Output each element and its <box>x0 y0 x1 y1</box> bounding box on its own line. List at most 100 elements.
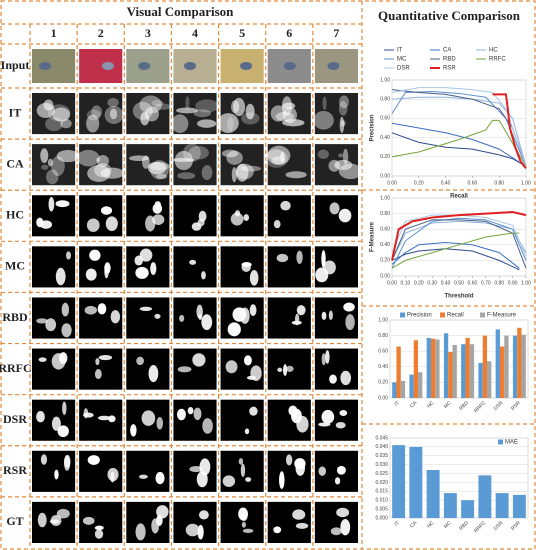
image-detail <box>240 62 253 70</box>
saliency-map <box>126 450 170 492</box>
bar <box>430 338 436 398</box>
salient-region <box>338 163 363 180</box>
x-tick-label: RSR <box>510 520 522 532</box>
salient-region <box>291 408 302 424</box>
salient-region <box>110 471 115 483</box>
saliency-map <box>314 450 358 492</box>
map-background <box>126 450 170 492</box>
salient-region <box>82 516 95 525</box>
salient-region <box>280 200 291 211</box>
salient-region <box>318 466 327 476</box>
salient-region <box>322 96 327 111</box>
x-tick-label: 0.80 <box>494 180 504 186</box>
row-label: RRFC <box>0 361 32 375</box>
y-tick-label: 0.40 <box>378 364 388 370</box>
saliency-map <box>173 399 217 441</box>
salient-region <box>329 374 337 384</box>
salient-region <box>193 109 212 118</box>
map-background <box>267 195 311 237</box>
saliency-map <box>220 246 264 288</box>
y-tick-label: 0.60 <box>378 349 388 355</box>
legend-swatch <box>480 312 485 318</box>
y-tick-label: 0.80 <box>380 97 390 103</box>
salient-region <box>139 248 153 262</box>
saliency-map <box>126 297 170 339</box>
x-axis-label: Threshold <box>444 294 473 300</box>
salient-region <box>185 96 190 111</box>
salient-region <box>295 522 309 529</box>
salient-region <box>280 151 285 163</box>
salient-region <box>201 314 213 331</box>
bar <box>461 500 475 518</box>
row-label: IT <box>9 105 22 119</box>
salient-region <box>61 302 70 317</box>
salient-region <box>138 474 148 479</box>
salient-region <box>36 318 48 324</box>
y-tick-label: 0.00 <box>378 395 388 401</box>
saliency-map <box>314 297 358 339</box>
salient-region <box>339 410 348 416</box>
map-background <box>79 399 123 441</box>
salient-region <box>135 523 146 541</box>
y-tick-label: 0.005 <box>375 506 388 512</box>
saliency-map <box>314 49 358 83</box>
y-tick-label: 0.20 <box>378 380 388 386</box>
salient-region <box>328 310 333 321</box>
row-label: Input <box>1 58 30 72</box>
salient-region <box>45 116 63 132</box>
salient-region <box>241 521 246 528</box>
salient-region <box>61 323 72 338</box>
salient-region <box>318 422 331 427</box>
saliency-map <box>79 297 123 339</box>
salient-region <box>343 302 355 312</box>
salient-region <box>87 455 100 465</box>
salient-region <box>52 107 71 122</box>
map-background <box>267 501 311 543</box>
y-tick-label: 0.030 <box>375 462 388 468</box>
saliency-map <box>126 195 170 237</box>
bar <box>499 346 505 398</box>
salient-region <box>94 525 104 531</box>
salient-region <box>89 249 101 261</box>
saliency-map <box>267 399 311 441</box>
salient-region <box>245 477 252 482</box>
saliency-map <box>220 501 264 543</box>
y-tick-label: 0.00 <box>380 273 390 279</box>
legend-swatch <box>440 312 445 318</box>
bar <box>413 340 419 398</box>
saliency-map <box>173 501 217 543</box>
salient-region <box>140 111 150 126</box>
salient-region <box>130 424 137 437</box>
saliency-map <box>126 93 172 135</box>
salient-region <box>271 156 286 165</box>
bar <box>392 445 406 518</box>
y-tick-label: 0.010 <box>375 498 388 504</box>
curve <box>391 211 527 261</box>
saliency-map <box>79 348 123 390</box>
y-tick-label: 0.015 <box>375 489 388 495</box>
salient-region <box>139 95 162 114</box>
saliency-map <box>265 144 311 186</box>
x-tick-label: 0.50 <box>454 280 464 286</box>
column-header: 6 <box>286 26 292 40</box>
x-tick-label: 0.70 <box>481 280 491 286</box>
salient-region <box>273 220 281 229</box>
saliency-map <box>126 49 170 83</box>
salient-region <box>36 411 45 423</box>
salient-region <box>47 104 71 122</box>
input-image <box>79 49 123 83</box>
row-label: CA <box>6 156 24 170</box>
salient-region <box>176 107 198 114</box>
y-tick-label: 1.00 <box>380 77 390 83</box>
salient-region <box>201 271 206 280</box>
salient-region <box>334 477 341 485</box>
salient-region <box>276 253 289 263</box>
saliency-map <box>267 49 311 83</box>
salient-region <box>65 251 72 260</box>
salient-region <box>328 159 341 172</box>
legend-swatch <box>400 312 405 318</box>
curve <box>391 217 527 269</box>
legend-label: RSR <box>443 66 456 72</box>
bar <box>392 382 397 398</box>
